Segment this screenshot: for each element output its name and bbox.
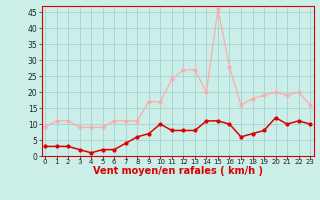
- X-axis label: Vent moyen/en rafales ( km/h ): Vent moyen/en rafales ( km/h ): [92, 166, 263, 176]
